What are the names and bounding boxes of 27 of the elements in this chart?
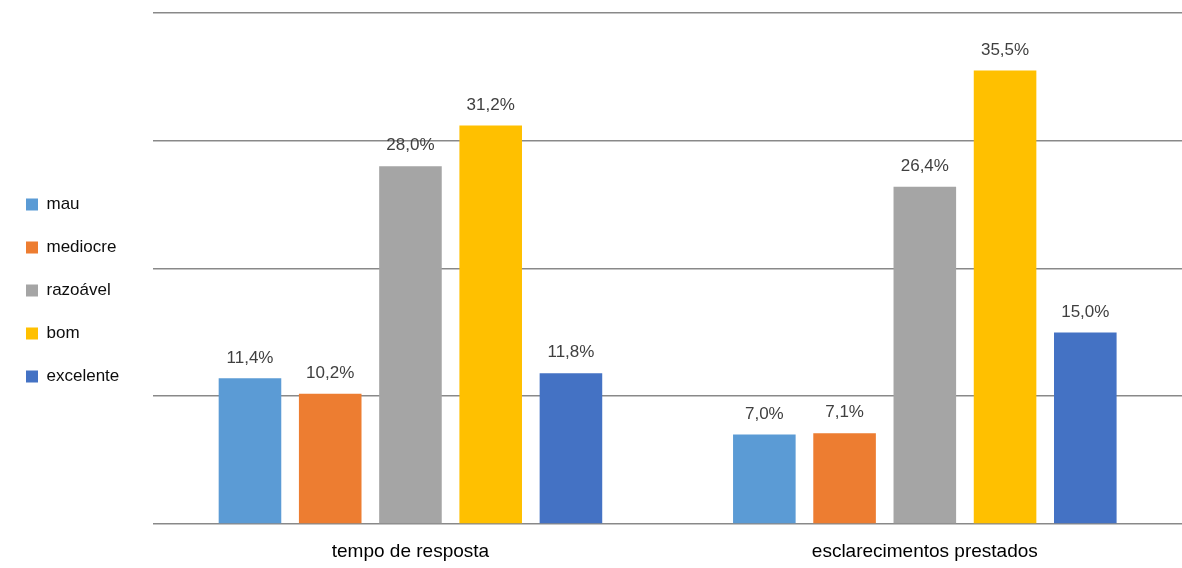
bar	[539, 373, 603, 524]
data-label: 7,0%	[744, 403, 784, 423]
data-label: 28,0%	[386, 135, 435, 155]
data-label: 26,4%	[900, 155, 949, 175]
bar	[459, 125, 522, 524]
bar	[379, 166, 442, 524]
data-label: 15,0%	[1061, 301, 1110, 321]
legend-label: excelente	[46, 366, 120, 386]
x-tick-label: esclarecimentos prestados	[811, 539, 1038, 561]
legend-label: mau	[46, 194, 80, 214]
data-label: 10,2%	[306, 362, 355, 382]
data-label: 11,4%	[226, 347, 274, 367]
legend-label: razoável	[46, 280, 111, 300]
bar	[813, 433, 876, 524]
legend-label: mediocre	[46, 237, 117, 257]
bar	[218, 378, 282, 524]
bar	[893, 186, 957, 524]
data-label: 11,8%	[547, 342, 595, 362]
data-label: 31,2%	[466, 94, 515, 114]
bar	[298, 393, 362, 524]
legend-label: bom	[46, 323, 80, 343]
bar	[1054, 332, 1117, 524]
data-label: 35,5%	[980, 39, 1030, 59]
data-label: 7,1%	[825, 402, 864, 422]
bar	[733, 434, 796, 524]
bar	[973, 70, 1037, 524]
x-tick-label: tempo de resposta	[331, 539, 490, 561]
